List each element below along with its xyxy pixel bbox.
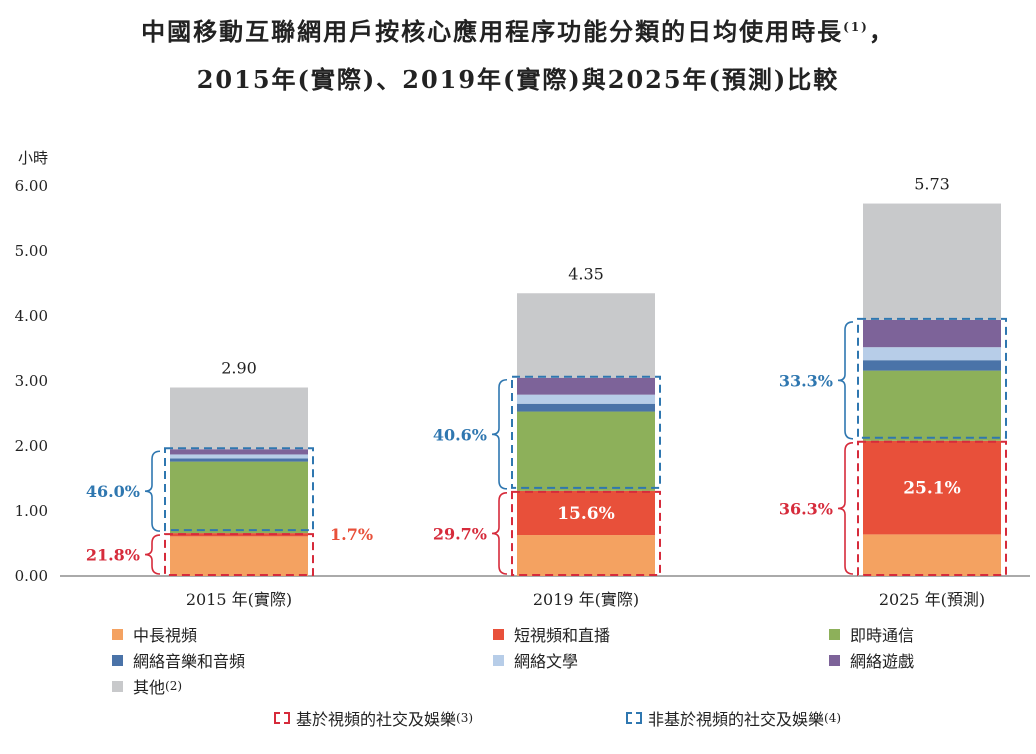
legend-dashed-swatch — [626, 712, 642, 724]
chart-title-line1: 中國移動互聯網用戶按核心應用程序功能分類的日均使用時長(1)， — [0, 12, 1036, 47]
legend-label: 其他 — [133, 678, 166, 697]
group-brace — [491, 492, 508, 575]
bar-total-label: 2.90 — [221, 359, 257, 378]
group-dashed-box — [164, 447, 314, 532]
bar-segment-7 — [517, 293, 655, 378]
segment-share-label: 25.1% — [903, 479, 961, 499]
group-share-label: 21.8% — [86, 546, 140, 565]
bar-segment-3 — [863, 370, 1001, 441]
legend-footnote: (3) — [456, 711, 474, 725]
legend-footnote: (2) — [165, 679, 183, 693]
bar-segment-7 — [170, 387, 308, 450]
legend-item: 網絡遊戲 — [829, 648, 914, 672]
legend-swatch — [112, 654, 123, 666]
group-dashed-box — [857, 317, 1007, 439]
legend-label: 網絡遊戲 — [850, 652, 915, 671]
group-dashed-box — [857, 440, 1007, 576]
legend-label: 網絡文學 — [514, 652, 579, 671]
legend-item: 其他 (2) — [112, 674, 182, 698]
legend-group-item: 非基於視頻的社交及娛樂 (4) — [626, 706, 841, 730]
bar-segment-3 — [170, 461, 308, 534]
bar-segment-6 — [517, 377, 655, 395]
group-share-label: 40.6% — [433, 425, 487, 444]
bar-segment-3 — [517, 411, 655, 491]
y-tick-label: 0.00 — [15, 567, 48, 585]
bar-segment-1 — [863, 534, 1001, 576]
legend-label: 基於視頻的社交及娛樂 — [296, 710, 457, 729]
group-share-label: 46.0% — [86, 482, 140, 501]
y-tick-label: 5.00 — [15, 242, 48, 260]
legend-item: 網絡文學 — [493, 648, 578, 672]
legend-item: 中長視頻 — [112, 622, 197, 646]
bar-segment-2 — [863, 440, 1001, 535]
bar-segment-5 — [517, 394, 655, 404]
legend-item: 短視頻和直播 — [493, 622, 610, 646]
legend-swatch — [493, 628, 504, 640]
y-axis-unit-label: 小時 — [18, 149, 48, 167]
legend-item: 即時通信 — [829, 622, 914, 646]
legend-swatch — [829, 654, 840, 666]
legend-swatch — [112, 680, 123, 692]
bar-segment-7 — [863, 203, 1001, 320]
bar-segment-4 — [863, 360, 1001, 371]
legend-label: 短視頻和直播 — [514, 626, 611, 645]
group-share-label: 36.3% — [779, 499, 833, 518]
bar-segment-4 — [517, 403, 655, 412]
legend-label: 中長視頻 — [133, 626, 198, 645]
y-tick-label: 2.00 — [15, 437, 48, 455]
x-tick-label: 2019 年(實際) — [533, 590, 639, 609]
segment-share-label: 1.7% — [330, 525, 373, 544]
bar-segment-6 — [170, 449, 308, 455]
group-dashed-box — [511, 490, 661, 577]
bar-segment-6 — [863, 319, 1001, 348]
title-text: 中國移動互聯網用戶按核心應用程序功能分類的日均使用時長 — [141, 17, 844, 46]
x-tick-label: 2025 年(預測) — [879, 590, 985, 609]
x-tick-label: 2015 年(實際) — [186, 590, 292, 609]
legend-footnote: (4) — [824, 711, 842, 725]
bar-segment-5 — [863, 347, 1001, 361]
bar-segment-5 — [170, 454, 308, 459]
y-tick-label: 6.00 — [15, 177, 48, 195]
legend-dashed-swatch — [274, 712, 290, 724]
y-tick-label: 3.00 — [15, 372, 48, 390]
legend-swatch — [112, 628, 123, 640]
legend-label: 非基於視頻的社交及娛樂 — [648, 710, 825, 729]
chart-title-line2: 2015年(實際)、2019年(實際)與2025年(預測)比較 — [196, 65, 840, 94]
legend-swatch — [829, 628, 840, 640]
legend-label: 即時通信 — [850, 626, 915, 645]
legend-item: 網絡音樂和音頻 — [112, 648, 245, 672]
legend-swatch — [493, 654, 504, 666]
y-tick-label: 4.00 — [15, 307, 48, 325]
bar-segment-1 — [170, 536, 308, 576]
segment-share-label: 15.6% — [557, 504, 615, 524]
title-footnote: (1) — [843, 20, 869, 34]
group-brace — [837, 442, 854, 575]
title-comma: ， — [868, 17, 895, 46]
group-share-label: 33.3% — [779, 371, 833, 390]
bar-segment-4 — [170, 458, 308, 462]
group-brace — [491, 378, 508, 490]
group-dashed-box — [511, 375, 661, 489]
legend-label: 網絡音樂和音頻 — [133, 652, 246, 671]
bar-segment-1 — [517, 535, 655, 576]
group-dashed-box — [164, 533, 314, 576]
legend-group-item: 基於視頻的社交及娛樂 (3) — [274, 706, 473, 730]
y-tick-label: 1.00 — [15, 502, 48, 520]
bar-segment-2 — [517, 490, 655, 536]
bar-segment-2 — [170, 533, 308, 537]
group-share-label: 29.7% — [433, 524, 487, 543]
group-brace — [144, 534, 161, 575]
bar-total-label: 5.73 — [914, 175, 950, 194]
bar-total-label: 4.35 — [568, 264, 604, 283]
group-brace — [144, 450, 161, 532]
group-brace — [837, 321, 854, 440]
